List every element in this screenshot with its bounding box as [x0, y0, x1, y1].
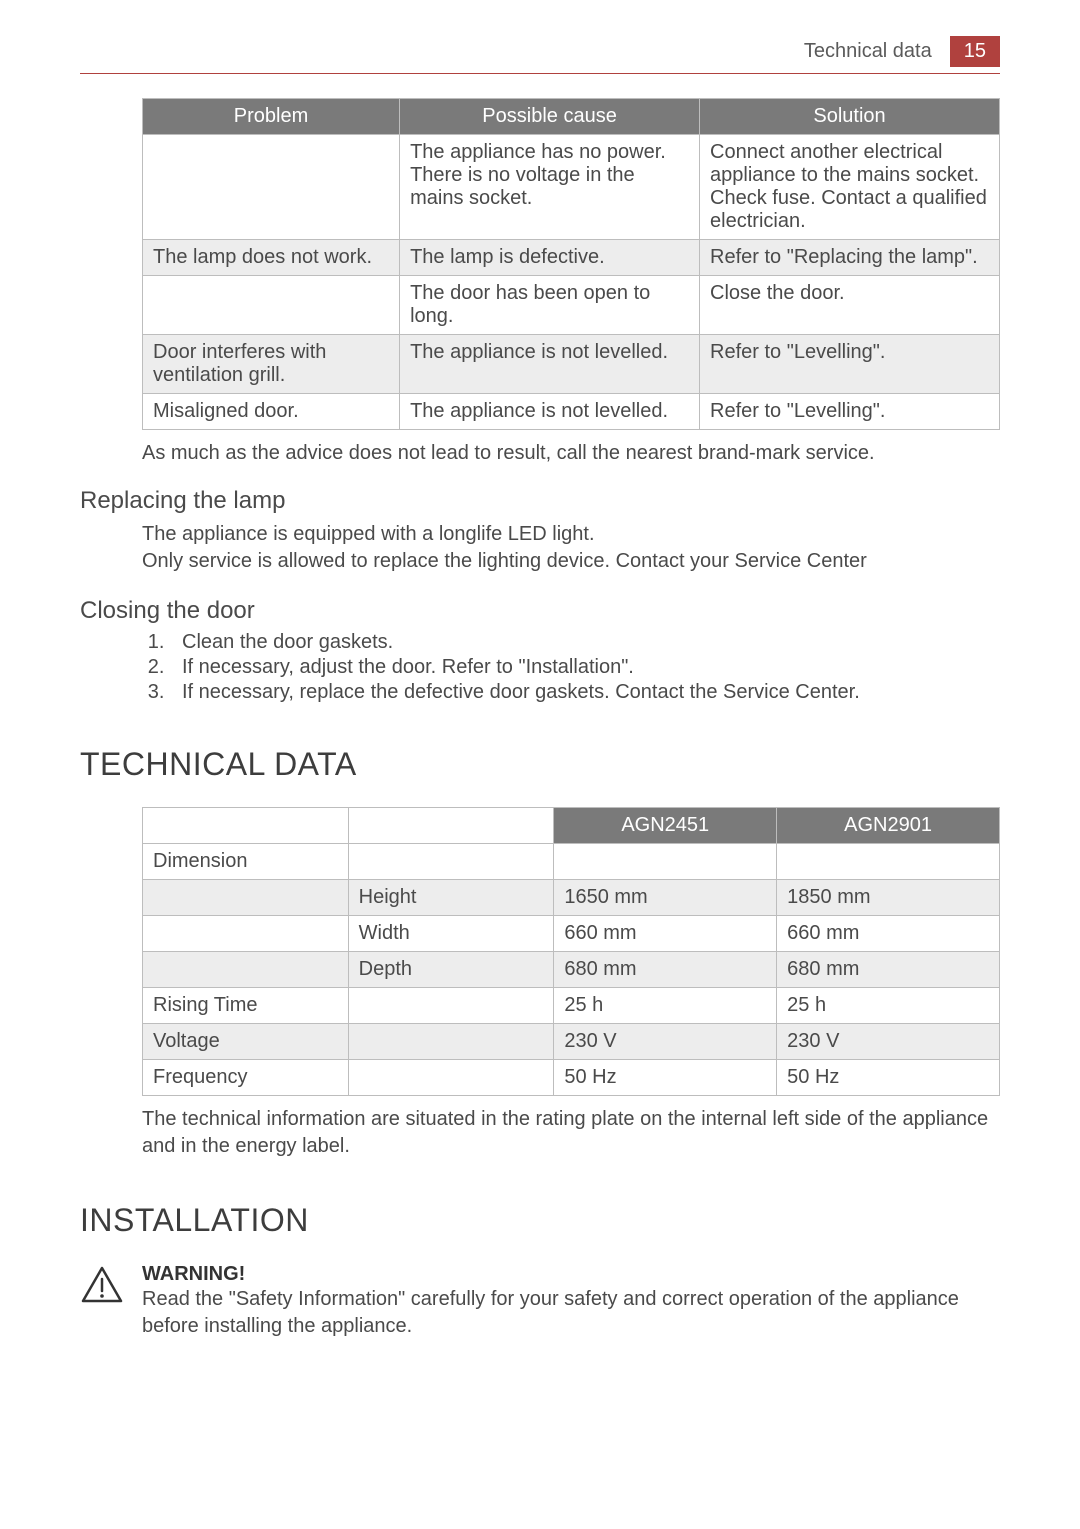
troubleshoot-section: Problem Possible cause Solution The appl… — [142, 98, 1000, 430]
page-container: Technical data 15 Problem Possible cause… — [0, 0, 1080, 1376]
table-row: The door has been open to long.Close the… — [143, 276, 1000, 335]
cell — [348, 988, 554, 1024]
cell-solution: Refer to "Levelling". — [700, 394, 1000, 430]
table-row: Door interferes with ventilation grill.T… — [143, 335, 1000, 394]
cell — [348, 844, 554, 880]
cell: 660 mm — [554, 916, 777, 952]
cell: Rising Time — [143, 988, 349, 1024]
cell-problem — [143, 135, 400, 240]
page-number: 15 — [950, 36, 1000, 67]
replacing-lamp-text2: Only service is allowed to replace the l… — [142, 548, 1000, 575]
cell: Frequency — [143, 1060, 349, 1096]
cell-solution: Refer to "Levelling". — [700, 335, 1000, 394]
header-title: Technical data — [804, 40, 932, 63]
cell — [777, 844, 1000, 880]
cell: Dimension — [143, 844, 349, 880]
cell-problem — [143, 276, 400, 335]
list-item: If necessary, replace the defective door… — [170, 681, 1000, 704]
cell: Voltage — [143, 1024, 349, 1060]
warning-content: WARNING! Read the "Safety Information" c… — [142, 1263, 1000, 1340]
th-model-1: AGN2451 — [554, 808, 777, 844]
cell-cause: The lamp is defective. — [400, 240, 700, 276]
table-row: Width660 mm660 mm — [143, 916, 1000, 952]
cell — [143, 916, 349, 952]
warning-block: WARNING! Read the "Safety Information" c… — [80, 1263, 1000, 1340]
cell: 50 Hz — [554, 1060, 777, 1096]
cell-cause: The appliance is not levelled. — [400, 335, 700, 394]
troubleshoot-table: Problem Possible cause Solution The appl… — [142, 98, 1000, 430]
cell-solution: Connect another electrical appliance to … — [700, 135, 1000, 240]
th-solution: Solution — [700, 99, 1000, 135]
cell — [348, 1024, 554, 1060]
cell: 230 V — [554, 1024, 777, 1060]
warning-text: Read the "Safety Information" carefully … — [142, 1286, 1000, 1340]
cell — [554, 844, 777, 880]
cell: 1650 mm — [554, 880, 777, 916]
table-row: Frequency 50 Hz50 Hz — [143, 1060, 1000, 1096]
cell-solution: Refer to "Replacing the lamp". — [700, 240, 1000, 276]
replacing-lamp-heading: Replacing the lamp — [80, 487, 1000, 515]
cell-cause: The appliance has no power. There is no … — [400, 135, 700, 240]
cell: 25 h — [554, 988, 777, 1024]
advice-note: As much as the advice does not lead to r… — [142, 442, 1000, 465]
troubleshoot-header-row: Problem Possible cause Solution — [143, 99, 1000, 135]
techdata-note: The technical information are situated i… — [142, 1106, 1000, 1160]
table-row: The lamp does not work.The lamp is defec… — [143, 240, 1000, 276]
techdata-header-row: AGN2451 AGN2901 — [143, 808, 1000, 844]
cell-cause: The appliance is not levelled. — [400, 394, 700, 430]
techdata-table: AGN2451 AGN2901 DimensionHeight1650 mm18… — [142, 807, 1000, 1096]
table-row: Voltage 230 V230 V — [143, 1024, 1000, 1060]
table-row: Height1650 mm1850 mm — [143, 880, 1000, 916]
th-blank-0 — [143, 808, 349, 844]
cell — [143, 952, 349, 988]
warning-title: WARNING! — [142, 1263, 1000, 1286]
cell: 1850 mm — [777, 880, 1000, 916]
table-row: Rising Time 25 h25 h — [143, 988, 1000, 1024]
list-item: If necessary, adjust the door. Refer to … — [170, 656, 1000, 679]
list-item: Clean the door gaskets. — [170, 631, 1000, 654]
cell-problem: The lamp does not work. — [143, 240, 400, 276]
cell: Height — [348, 880, 554, 916]
cell: 50 Hz — [777, 1060, 1000, 1096]
cell: 230 V — [777, 1024, 1000, 1060]
cell: 660 mm — [777, 916, 1000, 952]
technical-data-heading: TECHNICAL DATA — [80, 746, 1000, 783]
cell: 680 mm — [554, 952, 777, 988]
cell: Width — [348, 916, 554, 952]
page-header: Technical data 15 — [80, 36, 1000, 74]
th-problem: Problem — [143, 99, 400, 135]
table-row: Depth680 mm680 mm — [143, 952, 1000, 988]
cell-solution: Close the door. — [700, 276, 1000, 335]
cell: Depth — [348, 952, 554, 988]
closing-door-heading: Closing the door — [80, 597, 1000, 625]
cell: 25 h — [777, 988, 1000, 1024]
replacing-lamp-text1: The appliance is equipped with a longlif… — [142, 521, 1000, 548]
cell: 680 mm — [777, 952, 1000, 988]
table-row: The appliance has no power. There is no … — [143, 135, 1000, 240]
cell-cause: The door has been open to long. — [400, 276, 700, 335]
cell — [143, 880, 349, 916]
cell-problem: Misaligned door. — [143, 394, 400, 430]
installation-heading: INSTALLATION — [80, 1202, 1000, 1239]
th-model-2: AGN2901 — [777, 808, 1000, 844]
th-cause: Possible cause — [400, 99, 700, 135]
cell-problem: Door interferes with ventilation grill. — [143, 335, 400, 394]
th-blank-1 — [348, 808, 554, 844]
table-row: Dimension — [143, 844, 1000, 880]
cell — [348, 1060, 554, 1096]
warning-icon — [80, 1265, 124, 1340]
techdata-section: AGN2451 AGN2901 DimensionHeight1650 mm18… — [142, 807, 1000, 1160]
closing-door-steps: Clean the door gaskets.If necessary, adj… — [142, 631, 1000, 704]
table-row: Misaligned door.The appliance is not lev… — [143, 394, 1000, 430]
